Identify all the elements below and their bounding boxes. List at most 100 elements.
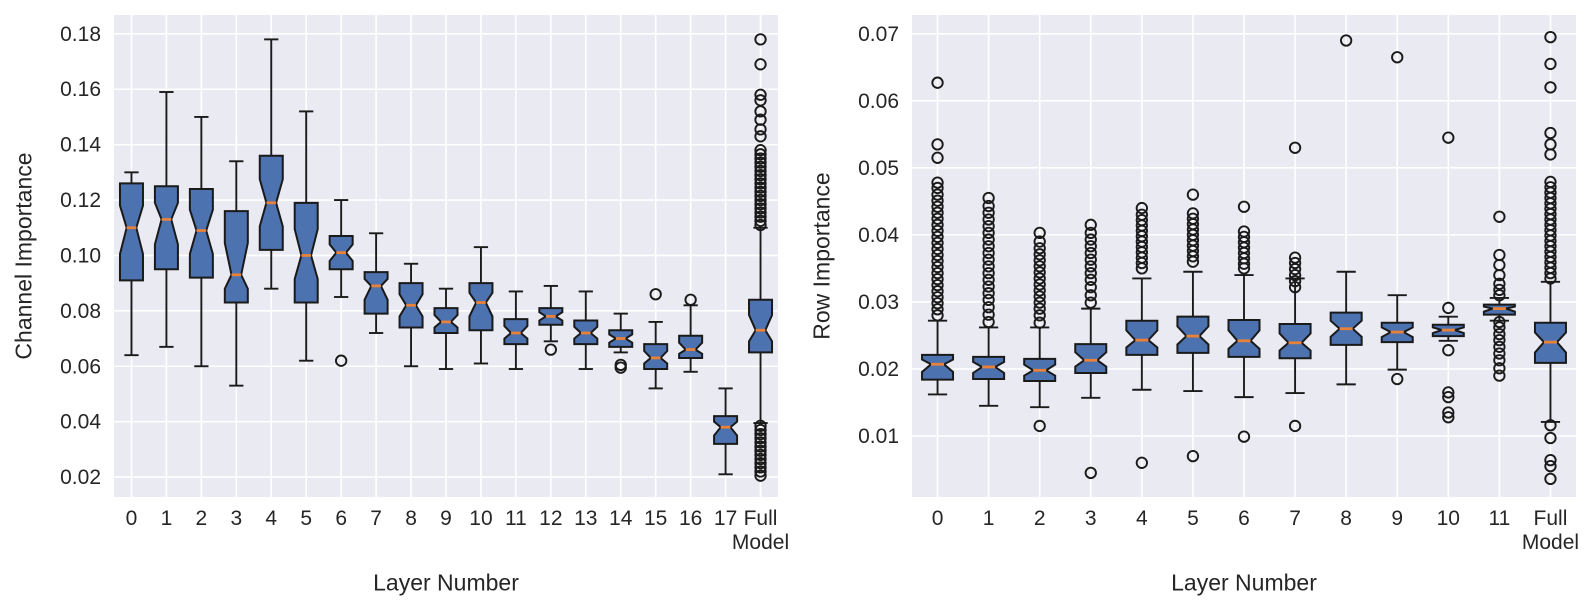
box-group-9 — [433, 287, 459, 370]
outlier-point — [1033, 226, 1046, 240]
outlier-point — [1544, 81, 1557, 94]
outlier-point — [754, 177, 767, 190]
outlier-point — [982, 280, 995, 293]
x-tick-label: 9 — [1391, 507, 1403, 530]
outlier-point — [982, 226, 995, 240]
outlier-point — [1237, 430, 1251, 443]
outlier-point — [1135, 213, 1148, 227]
outlier-point — [1288, 274, 1302, 288]
outlier-point — [931, 151, 944, 164]
box-group-10 — [1431, 131, 1465, 424]
outlier-point — [754, 206, 767, 219]
outlier-point — [1033, 266, 1046, 279]
y-tick-label: 0.01 — [858, 425, 899, 448]
outlier-point — [1084, 281, 1097, 294]
outlier-point — [1493, 333, 1506, 347]
box — [678, 334, 704, 359]
outlier-point — [982, 260, 995, 273]
outlier-point — [754, 156, 767, 169]
outlier-point — [931, 194, 944, 207]
outlier-point — [1493, 283, 1506, 297]
box-group-2 — [188, 115, 214, 368]
box-group-0 — [118, 171, 144, 357]
x-tick-label: Full Model — [732, 507, 789, 554]
outlier-point — [544, 343, 557, 356]
x-tick-label: 7 — [1289, 507, 1301, 530]
box-group-0 — [921, 76, 955, 396]
x-tick-label: 0 — [932, 507, 944, 530]
outlier-point — [1544, 181, 1557, 194]
x-tick-label: 6 — [1238, 507, 1250, 530]
outlier-point — [931, 266, 944, 280]
y-tick-label: 0.16 — [60, 78, 101, 101]
y-tick-label: 0.04 — [858, 224, 899, 247]
outlier-point — [1442, 411, 1455, 424]
outlier-point — [931, 76, 944, 89]
box — [1227, 319, 1261, 358]
outlier-point — [1135, 456, 1148, 469]
outlier-point — [754, 130, 767, 143]
outlier-point — [931, 242, 944, 256]
outlier-point — [754, 436, 767, 449]
outlier-point — [1033, 284, 1046, 297]
box — [1074, 343, 1108, 374]
outlier-point — [1186, 207, 1200, 220]
outlier-point — [754, 427, 767, 441]
box-group-5 — [1176, 188, 1210, 463]
x-tick-label: 1 — [983, 507, 995, 530]
outlier-point — [982, 308, 995, 321]
outlier-point — [1135, 208, 1148, 221]
outlier-point — [982, 191, 995, 205]
outlier-point — [931, 224, 944, 238]
outlier-point — [754, 168, 767, 182]
outlier-point — [1084, 233, 1097, 246]
box-group-17 — [713, 387, 739, 476]
row-importance-x-axis-label: Layer Number — [1171, 569, 1317, 596]
outlier-point — [754, 444, 767, 457]
box-group-11 — [1482, 210, 1516, 382]
outlier-point — [1544, 138, 1557, 151]
outlier-point — [1493, 315, 1506, 329]
y-tick-label: 0.06 — [858, 90, 899, 113]
outlier-point — [684, 293, 697, 306]
y-tick-label: 0.08 — [60, 300, 101, 323]
box — [1125, 319, 1159, 356]
outlier-point — [1186, 188, 1200, 201]
box-group-14 — [608, 312, 634, 374]
box-group-11 — [503, 290, 529, 370]
box-group-8 — [398, 262, 424, 368]
x-tick-label: 7 — [370, 507, 382, 530]
x-tick-label: 3 — [1085, 507, 1097, 530]
outlier-point — [1288, 262, 1302, 276]
outlier-point — [1442, 390, 1455, 404]
outlier-point — [1033, 296, 1046, 309]
x-tick-label: 17 — [714, 507, 737, 530]
outlier-point — [1493, 354, 1506, 367]
outlier-point — [754, 469, 767, 482]
box-group-6 — [1227, 200, 1261, 443]
outlier-point — [1084, 253, 1097, 266]
outlier-point — [754, 419, 767, 432]
outlier-point — [754, 193, 767, 207]
box-group-10 — [468, 246, 494, 365]
x-tick-label: 12 — [539, 507, 562, 530]
x-tick-label: 0 — [126, 507, 138, 530]
y-tick-label: 0.10 — [60, 244, 101, 267]
outlier-point — [754, 58, 767, 71]
x-tick-label: 13 — [574, 507, 597, 530]
outlier-point — [1084, 246, 1097, 260]
box — [293, 201, 319, 304]
box-group-13 — [573, 290, 599, 370]
outlier-point — [614, 358, 627, 372]
outlier-point — [1544, 431, 1557, 445]
outlier-point — [982, 240, 995, 253]
box — [713, 415, 739, 445]
outlier-point — [931, 291, 944, 304]
outlier-point — [1033, 242, 1046, 255]
row-importance-y-axis-label: Row Importance — [808, 172, 835, 340]
outlier-point — [1033, 235, 1046, 248]
outlier-point — [1493, 369, 1506, 382]
outlier-point — [1084, 260, 1097, 273]
outlier-point — [1442, 344, 1455, 357]
